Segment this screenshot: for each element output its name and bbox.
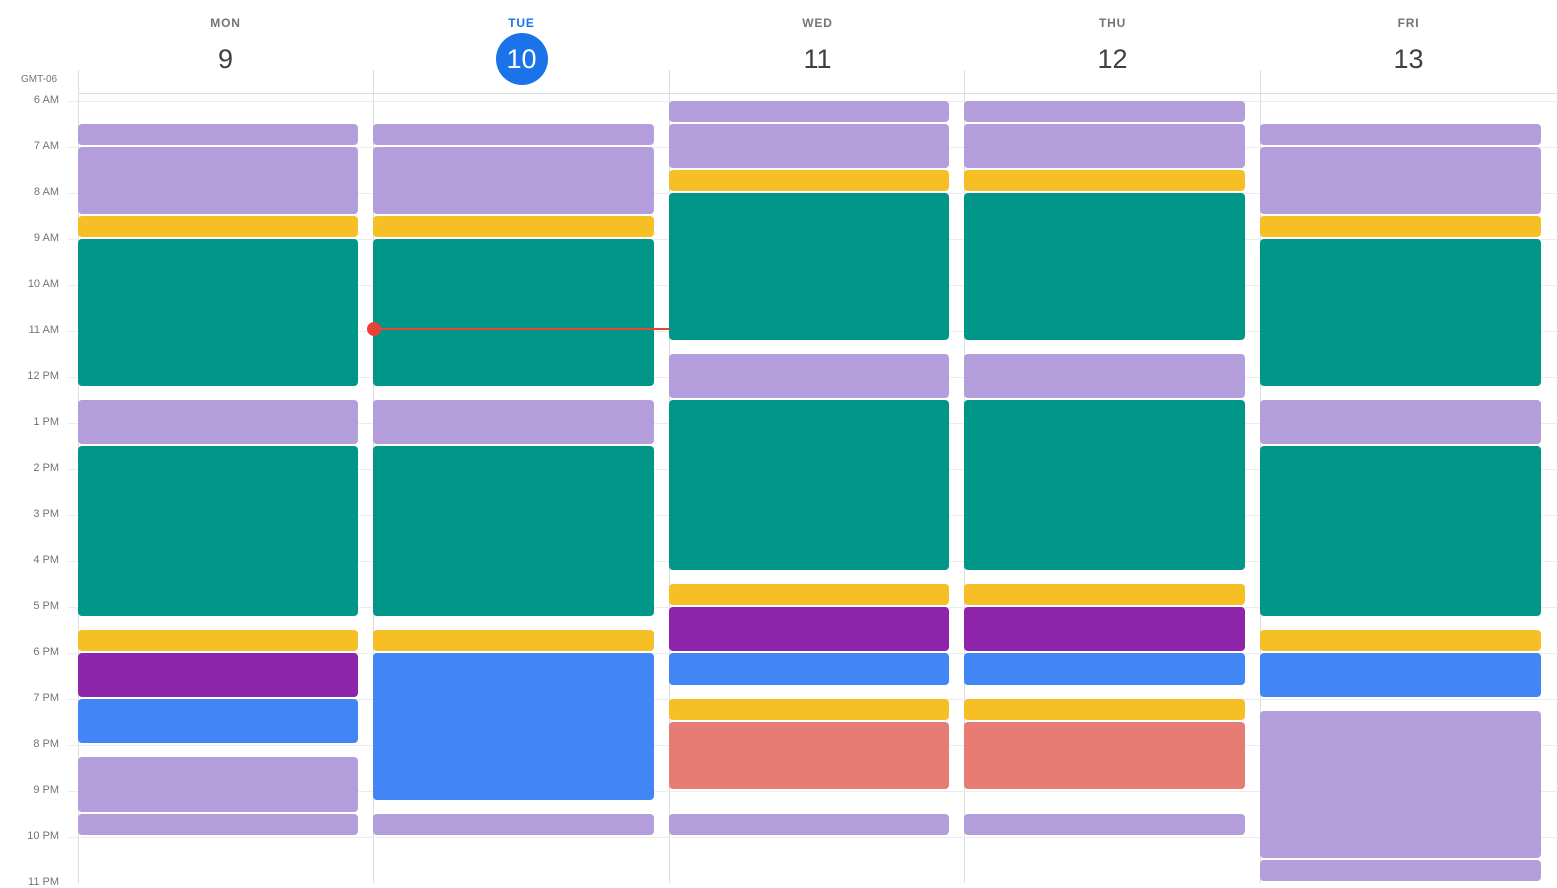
calendar-event[interactable] bbox=[1260, 239, 1541, 386]
calendar-event[interactable] bbox=[964, 722, 1245, 789]
calendar-event[interactable] bbox=[964, 653, 1245, 685]
hour-label: 9 AM bbox=[33, 232, 59, 244]
hour-label: 1 PM bbox=[33, 416, 59, 428]
hour-label: 6 AM bbox=[33, 94, 59, 106]
day-name: FRI bbox=[1397, 16, 1420, 30]
hour-label: 9 PM bbox=[33, 784, 59, 796]
calendar-event[interactable] bbox=[964, 124, 1245, 168]
current-time-line bbox=[374, 328, 669, 330]
hour-label: 5 PM bbox=[33, 600, 59, 612]
hour-label: 7 PM bbox=[33, 692, 59, 704]
hour-label: 10 PM bbox=[27, 830, 59, 842]
calendar-event[interactable] bbox=[964, 699, 1245, 720]
header-divider bbox=[78, 93, 1557, 94]
calendar-event[interactable] bbox=[78, 630, 358, 651]
calendar-event[interactable] bbox=[964, 170, 1245, 191]
calendar-event[interactable] bbox=[1260, 124, 1541, 145]
calendar-event[interactable] bbox=[669, 814, 949, 835]
calendar-event[interactable] bbox=[669, 193, 949, 340]
calendar-event[interactable] bbox=[669, 653, 949, 685]
calendar-event[interactable] bbox=[1260, 860, 1541, 881]
day-date[interactable]: 12 bbox=[1097, 44, 1128, 74]
hour-label: 12 PM bbox=[27, 370, 59, 382]
timezone-label: GMT-06 bbox=[21, 74, 58, 85]
calendar-event[interactable] bbox=[78, 814, 358, 835]
calendar-event[interactable] bbox=[669, 170, 949, 191]
hour-label: 11 AM bbox=[28, 324, 59, 336]
calendar-event[interactable] bbox=[78, 699, 358, 743]
calendar-event[interactable] bbox=[964, 584, 1245, 605]
calendar-event[interactable] bbox=[1260, 216, 1541, 237]
calendar-event[interactable] bbox=[373, 400, 654, 444]
hour-label: 4 PM bbox=[33, 554, 59, 566]
calendar-event[interactable] bbox=[964, 400, 1245, 570]
calendar-event[interactable] bbox=[669, 607, 949, 651]
calendar-event[interactable] bbox=[964, 193, 1245, 340]
calendar-event[interactable] bbox=[373, 239, 654, 386]
hour-label: 7 AM bbox=[33, 140, 59, 152]
calendar-event[interactable] bbox=[373, 147, 654, 214]
calendar-event[interactable] bbox=[1260, 400, 1541, 444]
hour-label: 8 PM bbox=[33, 738, 59, 750]
day-date[interactable]: 9 bbox=[217, 44, 234, 74]
calendar-event[interactable] bbox=[1260, 147, 1541, 214]
calendar-event[interactable] bbox=[78, 216, 358, 237]
calendar-event[interactable] bbox=[78, 239, 358, 386]
calendar-event[interactable] bbox=[669, 400, 949, 570]
calendar-event[interactable] bbox=[1260, 653, 1541, 697]
calendar-event[interactable] bbox=[1260, 446, 1541, 616]
calendar-event[interactable] bbox=[669, 584, 949, 605]
hour-line bbox=[68, 837, 1557, 838]
calendar-event[interactable] bbox=[1260, 630, 1541, 651]
hour-label: 6 PM bbox=[33, 646, 59, 658]
calendar-event[interactable] bbox=[78, 757, 358, 812]
calendar-event[interactable] bbox=[373, 814, 654, 835]
day-name: THU bbox=[1098, 16, 1127, 30]
calendar-event[interactable] bbox=[78, 653, 358, 697]
day-header-wed[interactable]: WED 11 bbox=[670, 0, 965, 94]
day-date[interactable]: 11 bbox=[803, 44, 832, 74]
calendar-event[interactable] bbox=[373, 630, 654, 651]
calendar-event[interactable] bbox=[373, 124, 654, 145]
calendar-event[interactable] bbox=[78, 446, 358, 616]
hour-line bbox=[68, 791, 1557, 792]
calendar-event[interactable] bbox=[669, 722, 949, 789]
day-date[interactable]: 10 bbox=[495, 33, 548, 85]
hour-label: 3 PM bbox=[33, 508, 59, 520]
calendar-event[interactable] bbox=[669, 101, 949, 122]
calendar-event[interactable] bbox=[669, 699, 949, 720]
day-header-mon[interactable]: MON 9 bbox=[78, 0, 373, 94]
current-time-dot bbox=[367, 322, 381, 336]
day-header-fri[interactable]: FRI 13 bbox=[1261, 0, 1556, 94]
calendar-event[interactable] bbox=[669, 124, 949, 168]
day-name: MON bbox=[210, 16, 241, 30]
hour-label: 2 PM bbox=[33, 462, 59, 474]
day-header-tue[interactable]: TUE 10 bbox=[374, 0, 669, 94]
calendar-event[interactable] bbox=[1260, 711, 1541, 858]
calendar-event[interactable] bbox=[964, 354, 1245, 398]
calendar-event[interactable] bbox=[373, 216, 654, 237]
calendar-event[interactable] bbox=[964, 814, 1245, 835]
day-date[interactable]: 13 bbox=[1393, 44, 1424, 74]
calendar-event[interactable] bbox=[373, 446, 654, 616]
day-header-thu[interactable]: THU 12 bbox=[965, 0, 1260, 94]
day-name: WED bbox=[802, 16, 833, 30]
day-name: TUE bbox=[508, 16, 535, 30]
hour-label: 10 AM bbox=[27, 278, 59, 290]
calendar-event[interactable] bbox=[78, 147, 358, 214]
calendar-event[interactable] bbox=[669, 354, 949, 398]
calendar-event[interactable] bbox=[964, 607, 1245, 651]
calendar-event[interactable] bbox=[78, 124, 358, 145]
hour-label: 8 AM bbox=[33, 186, 59, 198]
calendar-event[interactable] bbox=[964, 101, 1245, 122]
calendar-event[interactable] bbox=[78, 400, 358, 444]
calendar-event[interactable] bbox=[373, 653, 654, 800]
hour-label: 11 PM bbox=[28, 876, 59, 888]
